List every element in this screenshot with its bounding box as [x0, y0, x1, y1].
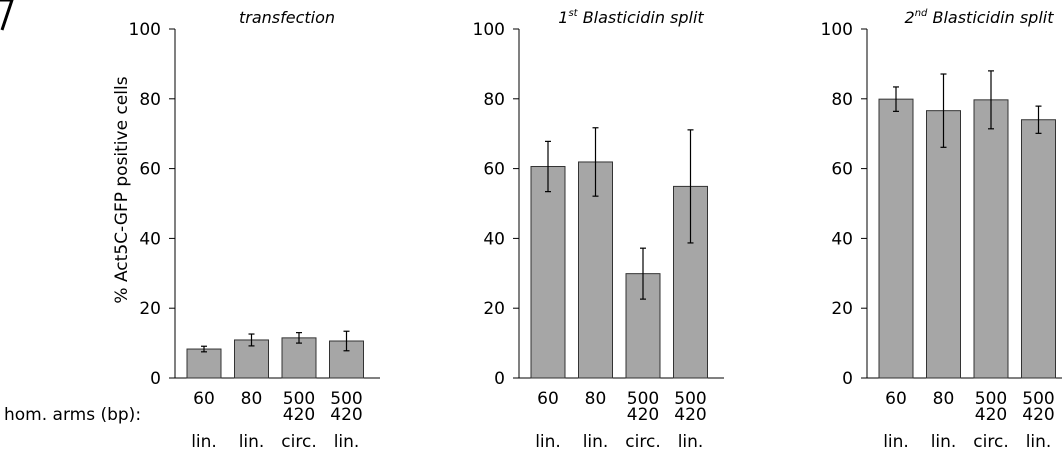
category-label-arm2: 420: [330, 405, 362, 425]
panel-title-ordinal: 1: [558, 8, 568, 27]
panel-title-text: Blasticidin split: [578, 8, 705, 27]
bar: [973, 99, 1009, 379]
category-label-form: lin.: [678, 432, 704, 452]
y-tick-label: 40: [483, 229, 505, 249]
chart-panel-2: 0 20 40 60 80 100 1st Blasticidin split 60 lin. 8…: [473, 8, 724, 452]
category-label-arm2: 420: [627, 405, 659, 425]
category-label-arm: 500: [330, 389, 362, 409]
y-tick-label: 40: [831, 229, 853, 249]
category-label-form: lin.: [883, 432, 909, 452]
y-tick-label: 100: [129, 20, 161, 40]
category-label-arm: 80: [585, 389, 607, 409]
category-label-form: lin.: [239, 432, 265, 452]
bar: [281, 337, 317, 379]
y-tick-label: 60: [483, 160, 505, 180]
y-tick-label: 80: [483, 90, 505, 110]
category-label-arm2: 420: [674, 405, 706, 425]
y-axis-label: % Act5C-GFP positive cells: [112, 76, 132, 303]
bar: [878, 98, 914, 379]
y-tick-label: 0: [494, 369, 505, 389]
category-label-arm: 60: [537, 389, 559, 409]
y-tick-label: 40: [139, 229, 161, 249]
category-label-arm2: 420: [1022, 405, 1054, 425]
panel-title-ordinal-suffix: st: [568, 8, 578, 19]
category-label-arm: 60: [885, 389, 907, 409]
category-label-form: lin.: [1026, 432, 1052, 452]
bar: [530, 166, 566, 379]
y-tick-label: 20: [483, 299, 505, 319]
category-label-arm2: 420: [975, 405, 1007, 425]
category-label-form: circ.: [625, 432, 660, 452]
y-tick-label: 0: [150, 369, 161, 389]
category-label-form: circ.: [281, 432, 316, 452]
y-tick-label: 60: [139, 160, 161, 180]
panel-title: 2nd Blasticidin split: [905, 8, 1055, 27]
row-label: hom. arms (bp):: [4, 405, 141, 425]
category-label-form: lin.: [931, 432, 957, 452]
category-label-arm: 500: [283, 389, 315, 409]
category-label-form: lin.: [191, 432, 217, 452]
category-label-form: lin.: [535, 432, 561, 452]
y-tick-label: 20: [139, 299, 161, 319]
panel-title: 1st Blasticidin split: [558, 8, 704, 27]
panel-title: transfection: [239, 8, 335, 27]
category-label-arm: 80: [241, 389, 263, 409]
bar: [1021, 119, 1056, 379]
category-label-arm: 500: [1022, 389, 1054, 409]
chart-panels: 020406080100transfection60lin.80lin.5004…: [129, 8, 1062, 452]
panel-title-ordinal: 2: [905, 8, 915, 27]
y-tick-label: 100: [821, 20, 853, 40]
category-label-form: lin.: [583, 432, 609, 452]
category-label-arm: 60: [193, 389, 215, 409]
category-label-form: lin.: [334, 432, 360, 452]
panel-title-text: Blasticidin split: [927, 8, 1054, 27]
y-tick-label: 100: [473, 20, 505, 40]
category-label-arm: 500: [627, 389, 659, 409]
panel-letter-fragment: [0, 0, 14, 31]
y-tick-label: 0: [842, 369, 853, 389]
y-tick-label: 20: [831, 299, 853, 319]
bar: [186, 348, 222, 379]
chart-panel-1: 020406080100transfection60lin.80lin.5004…: [129, 8, 380, 452]
bar: [926, 110, 961, 379]
category-label-arm: 80: [933, 389, 955, 409]
y-tick-label: 80: [831, 90, 853, 110]
category-label-arm: 500: [674, 389, 706, 409]
category-label-arm2: 420: [283, 405, 315, 425]
y-tick-label: 60: [831, 160, 853, 180]
bar: [578, 161, 613, 379]
panel-title-ordinal-suffix: nd: [915, 8, 928, 19]
chart-panel-3: 0 20 40 60 80 100 2nd Blasticidin split 60 lin. 8…: [821, 8, 1062, 452]
category-label-arm: 500: [975, 389, 1007, 409]
category-label-form: circ.: [973, 432, 1008, 452]
y-tick-label: 80: [139, 90, 161, 110]
